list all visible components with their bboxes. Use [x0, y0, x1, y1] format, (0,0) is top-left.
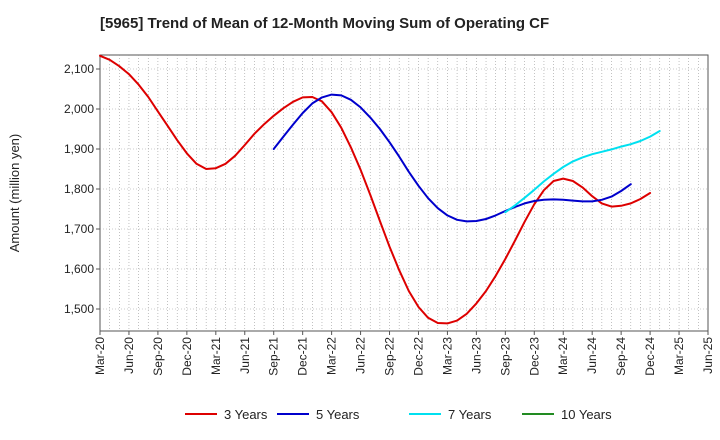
x-axis-ticks: Mar-20 Jun-20 Sep-20 Dec-20 Mar-21 Jun-21 Sep-…: [93, 331, 715, 376]
y-tick-label: 1,900: [64, 142, 94, 156]
x-tick-label: Dec-24: [643, 337, 657, 376]
x-tick-label: Dec-22: [411, 337, 425, 376]
x-tick-label: Jun-21: [238, 337, 252, 374]
series-layer: [99, 54, 661, 325]
series-line-3-years: [99, 54, 652, 325]
x-tick-label: Mar-24: [556, 337, 570, 375]
x-tick-label: Jun-24: [585, 337, 599, 374]
y-tick-label: 1,600: [64, 262, 94, 276]
y-axis-ticks: 1,500 1,600 1,700 1,800 1,900 2,000 2,100: [64, 62, 100, 316]
x-tick-label: Mar-21: [209, 337, 223, 375]
plot-area: [99, 54, 709, 332]
y-tick-label: 1,500: [64, 302, 94, 316]
x-tick-label: Jun-20: [122, 337, 136, 374]
y-tick-label: 1,800: [64, 182, 94, 196]
x-tick-label: Sep-24: [614, 337, 628, 376]
legend-label-3-years: 3 Years: [224, 407, 268, 422]
x-tick-label: Mar-23: [440, 337, 454, 375]
y-tick-label: 1,700: [64, 222, 94, 236]
x-tick-label: Sep-22: [383, 337, 397, 376]
y-tick-label: 2,000: [64, 102, 94, 116]
y-tick-label: 2,100: [64, 62, 94, 76]
x-tick-label: Sep-21: [267, 337, 281, 376]
x-tick-label: Dec-23: [527, 337, 541, 376]
chart-title: [5965] Trend of Mean of 12-Month Moving …: [100, 15, 549, 32]
x-tick-label: Jun-23: [469, 337, 483, 374]
x-tick-label: Mar-22: [325, 337, 339, 375]
legend-label-10-years: 10 Years: [561, 407, 612, 422]
x-tick-label: Sep-23: [498, 337, 512, 376]
x-tick-label: Mar-25: [672, 337, 686, 375]
legend: 3 Years 5 Years 7 Years 10 Years: [185, 407, 612, 422]
x-tick-label: Mar-20: [93, 337, 107, 375]
legend-label-7-years: 7 Years: [448, 407, 492, 422]
series-line-5-years: [272, 93, 632, 223]
legend-label-5-years: 5 Years: [316, 407, 360, 422]
y-axis-label: Amount (million yen): [7, 134, 22, 253]
x-tick-label: Dec-21: [296, 337, 310, 376]
x-tick-label: Sep-20: [151, 337, 165, 376]
x-tick-label: Jun-22: [354, 337, 368, 374]
x-tick-label: Jun-25: [701, 337, 715, 374]
x-tick-label: Dec-20: [180, 337, 194, 376]
series-line-7-years: [504, 130, 661, 214]
